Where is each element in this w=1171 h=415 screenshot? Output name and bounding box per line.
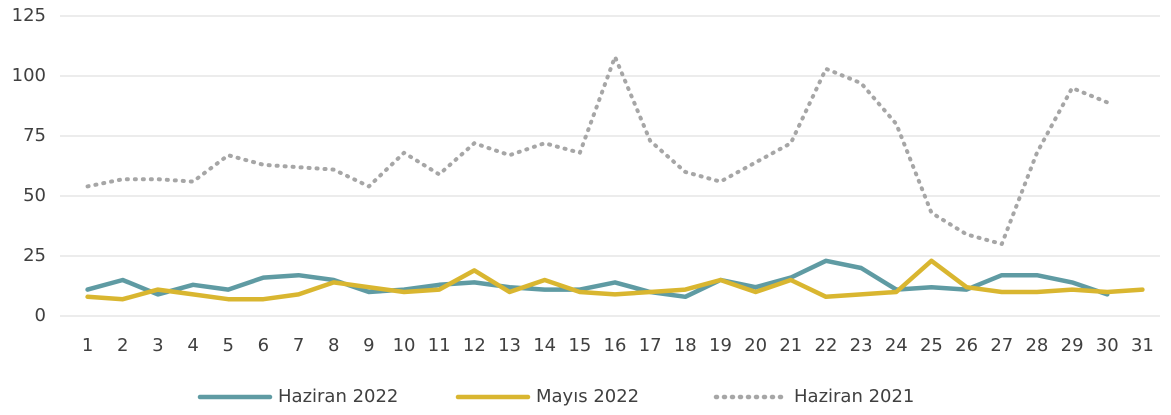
x-tick-label: 21	[779, 335, 802, 356]
x-tick-label: 23	[850, 335, 873, 356]
x-tick-label: 1	[82, 335, 93, 356]
x-tick-label: 16	[604, 335, 627, 356]
y-tick-label: 25	[23, 245, 46, 266]
x-tick-label: 2	[117, 335, 128, 356]
x-tick-label: 24	[885, 335, 908, 356]
x-tick-label: 11	[428, 335, 451, 356]
x-tick-label: 25	[920, 335, 943, 356]
series-line	[85, 258, 1145, 302]
x-tick-label: 27	[990, 335, 1013, 356]
x-tick-label: 18	[674, 335, 697, 356]
x-tick-label: 5	[222, 335, 233, 356]
x-tick-label: 17	[639, 335, 662, 356]
series-line	[85, 258, 1110, 300]
x-tick-label: 7	[293, 335, 304, 356]
y-tick-label: 75	[23, 125, 46, 146]
y-tick-label: 50	[23, 185, 46, 206]
x-tick-label: 30	[1096, 335, 1119, 356]
x-tick-label: 4	[187, 335, 198, 356]
x-tick-label: 6	[258, 335, 269, 356]
legend-label: Haziran 2021	[794, 386, 914, 407]
x-tick-label: 29	[1061, 335, 1084, 356]
x-tick-label: 13	[498, 335, 521, 356]
x-tick-label: 14	[533, 335, 556, 356]
x-tick-label: 22	[815, 335, 838, 356]
series-line	[85, 54, 1110, 246]
x-tick-label: 20	[744, 335, 767, 356]
x-tick-label: 3	[152, 335, 163, 356]
y-tick-label: 100	[12, 65, 46, 86]
x-tick-label: 31	[1131, 335, 1154, 356]
legend-label: Mayıs 2022	[536, 386, 639, 407]
x-tick-label: 9	[363, 335, 374, 356]
x-tick-label: 10	[393, 335, 416, 356]
x-tick-label: 28	[1025, 335, 1048, 356]
legend-label: Haziran 2022	[278, 386, 398, 407]
y-tick-label: 125	[12, 5, 46, 26]
x-tick-label: 15	[568, 335, 591, 356]
x-tick-label: 26	[955, 335, 978, 356]
x-tick-label: 19	[709, 335, 732, 356]
x-tick-label: 8	[328, 335, 339, 356]
y-tick-label: 0	[35, 305, 46, 326]
x-tick-label: 12	[463, 335, 486, 356]
